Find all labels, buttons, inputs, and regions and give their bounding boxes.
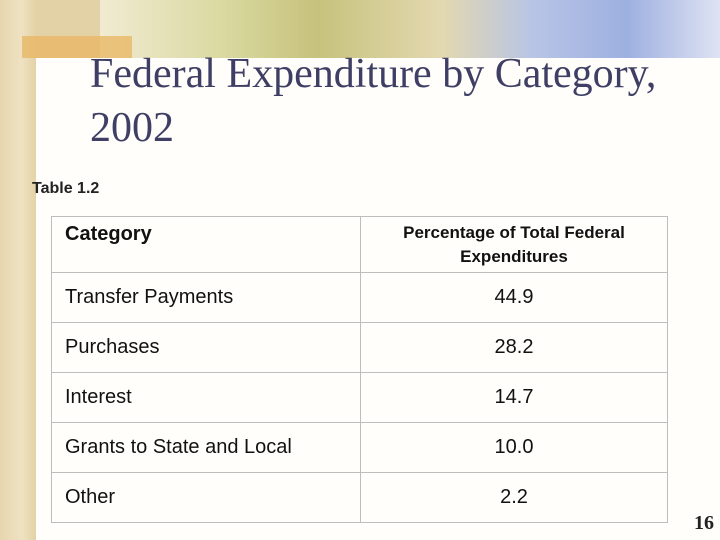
- table-body: Category Percentage of Total Federal Exp…: [51, 216, 668, 523]
- value-cell: 44.9: [360, 272, 668, 323]
- value-cell: 10.0: [360, 422, 668, 473]
- table-row: Grants to State and Local 10.0: [51, 422, 668, 473]
- banner-decoration: [100, 0, 720, 58]
- accent-decoration: [22, 36, 132, 58]
- value-cell: 28.2: [360, 322, 668, 373]
- column-header: Category: [51, 216, 361, 273]
- value-cell: 2.2: [360, 472, 668, 523]
- page-number: 16: [694, 512, 714, 534]
- table-row: Transfer Payments 44.9: [51, 272, 668, 323]
- title: 2002: [90, 105, 174, 151]
- table-row: Other 2.2: [51, 472, 668, 523]
- category-cell: Other: [51, 472, 361, 523]
- title: Federal Expenditure by Category,: [90, 51, 657, 97]
- table: Category Percentage of Total Federal Exp…: [51, 216, 668, 523]
- table-row: Purchases 28.2: [51, 322, 668, 373]
- header-row: Category Percentage of Total Federal Exp…: [51, 216, 668, 273]
- column-header: Percentage of Total Federal Expenditures: [360, 216, 668, 273]
- table-label: Table 1.2: [32, 180, 100, 197]
- value-cell: 14.7: [360, 372, 668, 423]
- category-cell: Purchases: [51, 322, 361, 373]
- category-cell: Grants to State and Local: [51, 422, 361, 473]
- category-cell: Interest: [51, 372, 361, 423]
- table-row: Interest 14.7: [51, 372, 668, 423]
- category-cell: Transfer Payments: [51, 272, 361, 323]
